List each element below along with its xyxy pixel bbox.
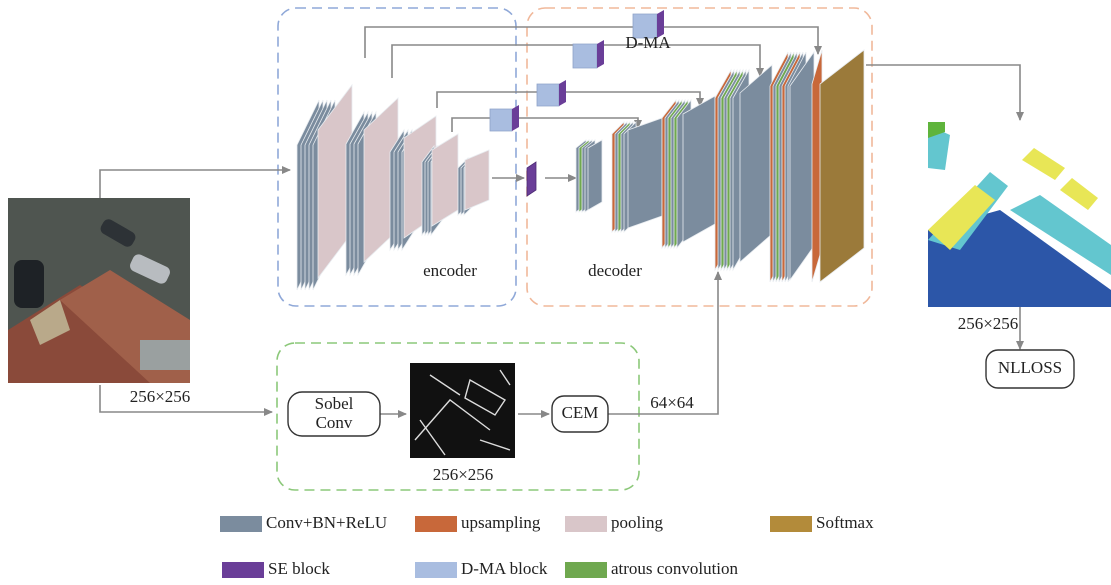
output-image bbox=[928, 122, 1111, 307]
size-label: 256×256 bbox=[958, 314, 1019, 333]
legend-label: Conv+BN+ReLU bbox=[266, 513, 387, 532]
dma-cube bbox=[537, 84, 559, 106]
layers bbox=[297, 10, 864, 290]
legend-label: atrous convolution bbox=[611, 559, 739, 578]
legend-swatch bbox=[222, 562, 264, 578]
size-label: 256×256 bbox=[130, 387, 191, 406]
layer bbox=[790, 52, 814, 280]
layer bbox=[740, 65, 772, 262]
se-side bbox=[512, 105, 519, 131]
legend-label: D-MA block bbox=[461, 559, 548, 578]
cem-label: CEM bbox=[562, 403, 599, 422]
arrow bbox=[452, 118, 638, 132]
sobel-label: Sobel bbox=[315, 394, 354, 413]
sobel-label: Conv bbox=[316, 413, 353, 432]
loss-label: NLLOSS bbox=[998, 358, 1062, 377]
layer bbox=[628, 118, 662, 228]
legend-swatch bbox=[565, 516, 607, 532]
layer bbox=[683, 96, 715, 242]
legend: Conv+BN+ReLU upsampling pooling Softmax SE b… bbox=[220, 513, 874, 578]
legend-swatch bbox=[220, 516, 262, 532]
legend-label: pooling bbox=[611, 513, 663, 532]
se-side bbox=[559, 80, 566, 106]
legend-swatch bbox=[415, 562, 457, 578]
arrow bbox=[437, 92, 700, 108]
size-label: 256×256 bbox=[433, 465, 494, 484]
edge-image bbox=[410, 363, 515, 458]
dma-cube bbox=[490, 109, 512, 131]
layer bbox=[588, 140, 602, 210]
legend-label: Softmax bbox=[816, 513, 874, 532]
legend-label: SE block bbox=[268, 559, 330, 578]
se-side bbox=[597, 40, 604, 68]
layer bbox=[820, 50, 864, 282]
arrow bbox=[866, 65, 1020, 120]
legend-swatch bbox=[415, 516, 457, 532]
legend-label: upsampling bbox=[461, 513, 541, 532]
legend-swatch bbox=[565, 562, 607, 578]
diagram: encoder decoder D-MA 256×256 256×256 256… bbox=[0, 0, 1111, 585]
input-image bbox=[8, 198, 190, 383]
size-label: 64×64 bbox=[650, 393, 694, 412]
arrow bbox=[100, 170, 290, 198]
dma-label: D-MA bbox=[625, 33, 671, 52]
encoder-label: encoder bbox=[423, 261, 477, 280]
se-block bbox=[527, 162, 536, 196]
legend-swatch bbox=[770, 516, 812, 532]
layer bbox=[432, 134, 458, 226]
decoder-label: decoder bbox=[588, 261, 642, 280]
dma-cube bbox=[573, 44, 597, 68]
layer bbox=[465, 150, 489, 210]
